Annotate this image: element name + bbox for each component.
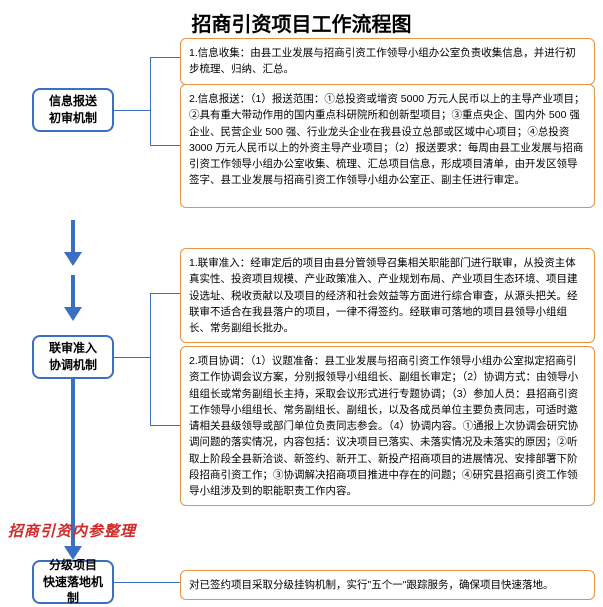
bracket [150,293,180,426]
stage-box-s3: 分级项目快速落地机制 [32,560,114,604]
watermark-text: 招商引资内参整理 [8,520,136,541]
desc-box-s3-0: 对已签约项目采取分级挂钩机制，实行"五个一"跟踪服务，确保项目快速落地。 [180,570,595,600]
stage-label-line: 信息报送 [49,93,97,110]
connector-line [114,357,150,358]
desc-box-s1-0: 1.信息收集：由县工业发展与招商引资工作领导小组办公室负责收集信息，并进行初步梳… [180,38,595,85]
connector-line [114,110,150,111]
arrow-down-icon [58,220,88,266]
stage-box-s2: 联审准入协调机制 [32,335,114,379]
bracket [150,57,180,146]
stage-label-line: 联审准入 [49,340,97,357]
stage-label-line: 快速落地机制 [38,574,108,607]
arrow-down-icon [58,275,88,321]
desc-box-s2-1: 2.项目协调：（1）议题准备：县工业发展与招商引资工作领导小组办公室拟定招商引资… [180,346,595,506]
desc-box-s2-0: 1.联审准入：经审定后的项目由县分管领导召集相关职能部门进行联审，从投资主体真实… [180,248,595,343]
stage-label-line: 协调机制 [49,357,97,374]
page-title: 招商引资项目工作流程图 [0,0,603,41]
desc-box-s1-1: 2.信息报送：（1）报送范围：①总投资或增资 5000 万元人民币以上的主导产业… [180,84,595,208]
connector-line [114,582,150,583]
connector-line [150,582,180,583]
stage-label-line: 初审机制 [49,110,97,127]
stage-box-s1: 信息报送初审机制 [32,88,114,132]
